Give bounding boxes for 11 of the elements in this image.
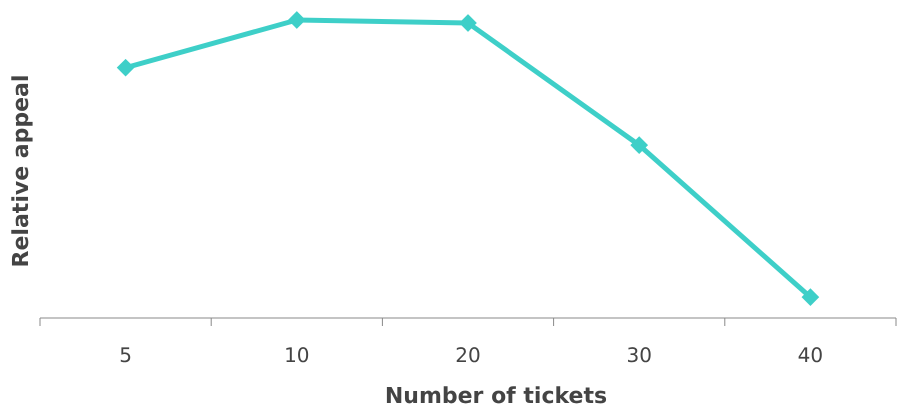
- x-axis-title: Number of tickets: [384, 384, 608, 409]
- point: [630, 136, 648, 154]
- point: [116, 58, 134, 77]
- x-tick-label: 20: [455, 343, 481, 367]
- x-tick-label: 40: [798, 343, 824, 367]
- point: [459, 14, 477, 32]
- x-tick-label: 30: [626, 343, 652, 367]
- y-axis-title: Relative appeal: [9, 74, 34, 268]
- x-tick-label: 5: [119, 343, 132, 367]
- point: [802, 288, 820, 306]
- x-tick-label: 10: [284, 343, 310, 367]
